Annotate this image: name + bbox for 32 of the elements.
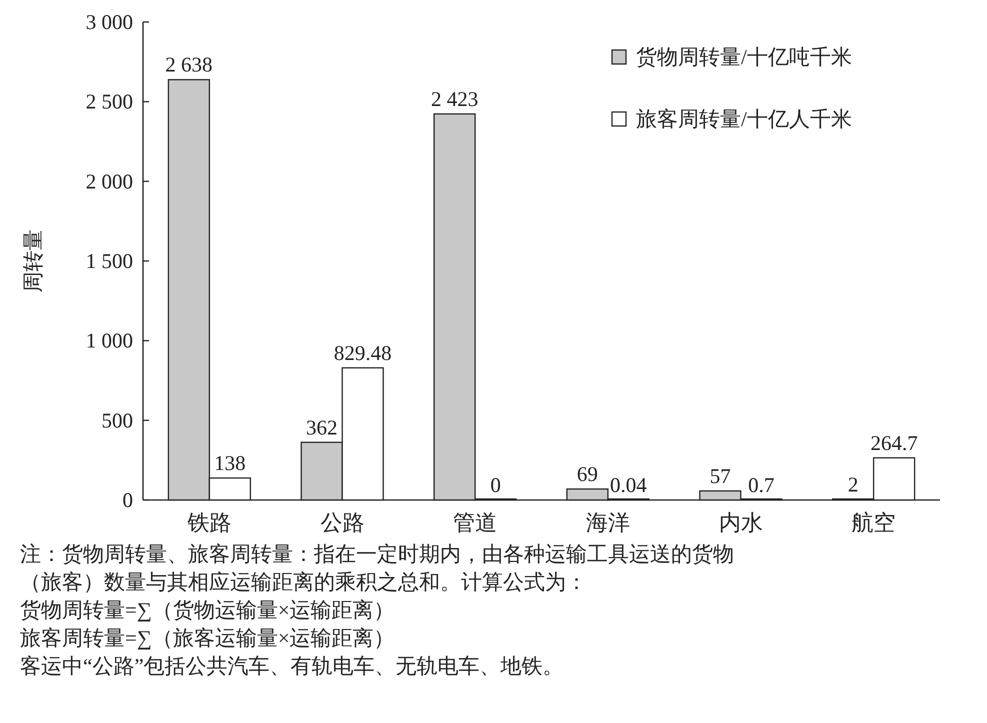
x-tick-label: 航空 xyxy=(852,510,896,535)
data-label: 0.04 xyxy=(610,472,648,497)
text: 客运中“公路”包括公共汽车、有轨电车、无轨电车、地铁。 xyxy=(20,653,565,680)
x-tick-label: 管道 xyxy=(453,510,498,535)
y-tick-label: 2 000 xyxy=(86,169,133,194)
y-tick-label: 0 xyxy=(122,488,133,512)
y-tick-label: 3 000 xyxy=(86,10,133,34)
y-tick-label: 500 xyxy=(102,408,133,432)
data-label: 0 xyxy=(490,473,501,497)
legend-label: 旅客周转量/十亿人千米 xyxy=(636,107,852,131)
data-label: 362 xyxy=(306,415,338,440)
x-tick-label: 公路 xyxy=(320,510,364,535)
text: 货物周转量=∑（货物运输量×运输距离） xyxy=(20,597,396,624)
data-label: 2 xyxy=(848,472,858,497)
x-tick-label: 内水 xyxy=(718,510,763,535)
x-tick-label: 海洋 xyxy=(586,510,630,535)
text: 注：货物周转量、旅客周转量：指在一定时期内，由各种运输工具运送的货物（旅客）数量与其相应运输距离的乘积之总和。计算公式为： xyxy=(20,541,735,596)
data-label: 69 xyxy=(576,462,598,486)
data-label: 2 638 xyxy=(165,52,213,77)
y-axis-title: 周转量 xyxy=(21,230,45,292)
text: 旅客周转量=∑（旅客运输量×运输距离） xyxy=(20,625,396,652)
y-tick-label: 1 500 xyxy=(86,249,133,273)
data-label: 2 423 xyxy=(430,86,478,111)
y-tick-label: 1 000 xyxy=(86,328,133,353)
y-tick-label: 2 500 xyxy=(86,90,133,114)
data-label: 57 xyxy=(710,464,731,488)
data-label: 829.48 xyxy=(334,340,392,365)
data-label: 0.7 xyxy=(748,472,774,497)
data-label: 138 xyxy=(214,451,246,476)
x-tick-label: 铁路 xyxy=(186,510,232,535)
legend-label: 货物周转量/十亿吨千米 xyxy=(636,45,852,69)
data-label: 264.7 xyxy=(870,430,918,455)
